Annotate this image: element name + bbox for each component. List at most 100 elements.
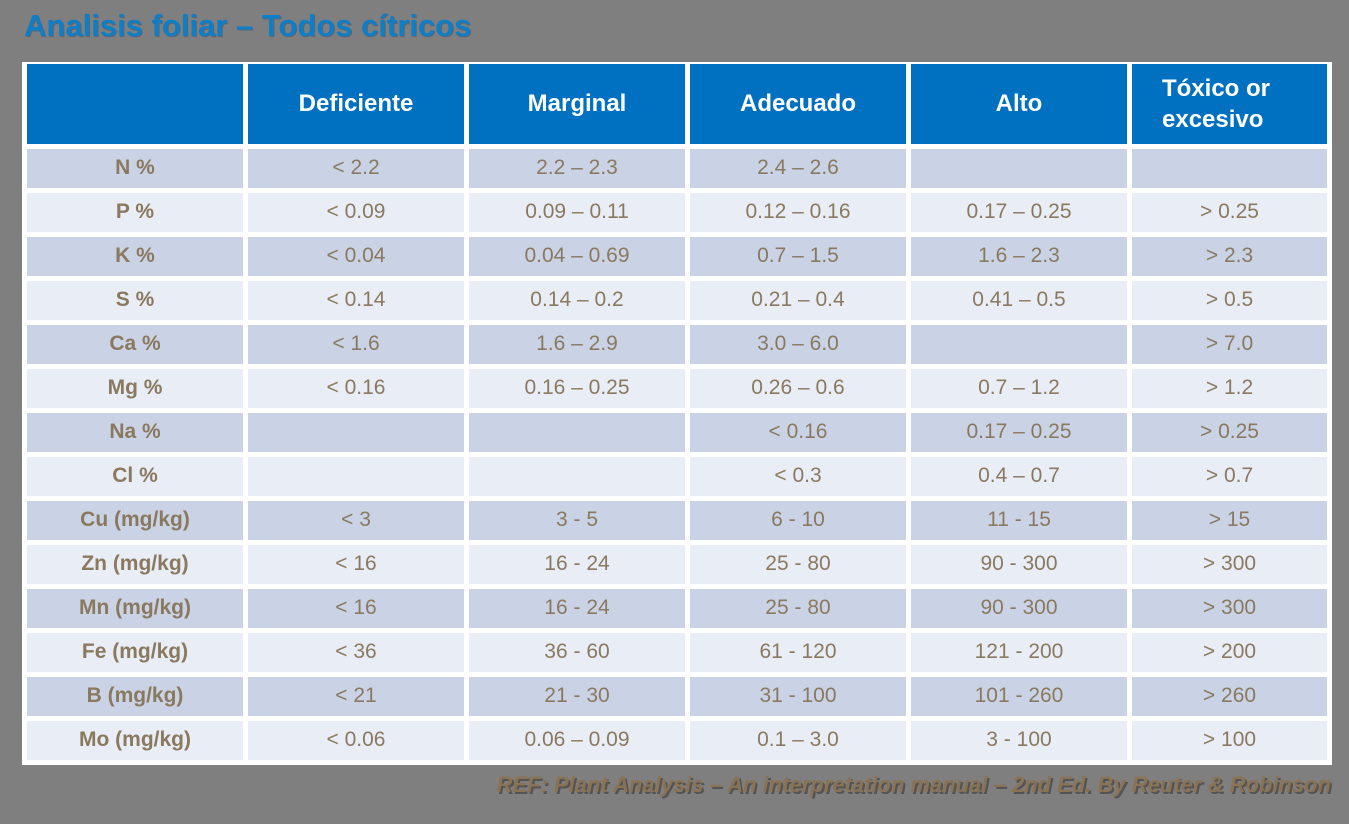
cell-toxico: > 15: [1127, 495, 1332, 545]
cell-marginal: 2.2 – 2.3: [464, 143, 690, 193]
cell-deficiente: [243, 451, 469, 501]
table-row: Na % < 0.16 0.17 – 0.25 > 0.25: [22, 407, 1332, 457]
cell-toxico: > 300: [1127, 583, 1332, 633]
cell-alto: 0.4 – 0.7: [906, 451, 1132, 501]
cell-adecuado: 6 - 10: [685, 495, 911, 545]
row-label: B (mg/kg): [22, 671, 248, 721]
cell-deficiente: < 0.09: [243, 187, 469, 237]
cell-deficiente: < 0.16: [243, 363, 469, 413]
cell-toxico: > 0.25: [1127, 407, 1332, 457]
cell-deficiente: < 0.04: [243, 231, 469, 281]
cell-adecuado: < 0.16: [685, 407, 911, 457]
table-row: Mo (mg/kg) < 0.06 0.06 – 0.09 0.1 – 3.0 …: [22, 715, 1332, 765]
row-label: S %: [22, 275, 248, 325]
corner-header-cell: [22, 62, 248, 149]
cell-marginal: 0.09 – 0.11: [464, 187, 690, 237]
row-label: Mn (mg/kg): [22, 583, 248, 633]
cell-marginal: 0.06 – 0.09: [464, 715, 690, 765]
cell-alto: 0.17 – 0.25: [906, 187, 1132, 237]
cell-adecuado: 0.12 – 0.16: [685, 187, 911, 237]
cell-deficiente: < 36: [243, 627, 469, 677]
cell-toxico: > 0.25: [1127, 187, 1332, 237]
cell-toxico: > 0.5: [1127, 275, 1332, 325]
cell-toxico: > 7.0: [1127, 319, 1332, 369]
cell-adecuado: 0.7 – 1.5: [685, 231, 911, 281]
table-row: Mn (mg/kg) < 16 16 - 24 25 - 80 90 - 300…: [22, 583, 1332, 633]
table-row: S % < 0.14 0.14 – 0.2 0.21 – 0.4 0.41 – …: [22, 275, 1332, 325]
cell-deficiente: < 2.2: [243, 143, 469, 193]
cell-marginal: 0.04 – 0.69: [464, 231, 690, 281]
cell-marginal: 16 - 24: [464, 539, 690, 589]
cell-marginal: 1.6 – 2.9: [464, 319, 690, 369]
page-title: Analisis foliar – Todos cítricos: [24, 8, 472, 43]
table-row: Mg % < 0.16 0.16 – 0.25 0.26 – 0.6 0.7 –…: [22, 363, 1332, 413]
cell-adecuado: 25 - 80: [685, 539, 911, 589]
table-row: Ca % < 1.6 1.6 – 2.9 3.0 – 6.0 > 7.0: [22, 319, 1332, 369]
cell-deficiente: < 1.6: [243, 319, 469, 369]
cell-alto: 1.6 – 2.3: [906, 231, 1132, 281]
cell-adecuado: 25 - 80: [685, 583, 911, 633]
table-row: Fe (mg/kg) < 36 36 - 60 61 - 120 121 - 2…: [22, 627, 1332, 677]
row-label: Na %: [22, 407, 248, 457]
cell-toxico: > 300: [1127, 539, 1332, 589]
cell-deficiente: < 16: [243, 583, 469, 633]
cell-alto: [906, 143, 1132, 193]
row-label: N %: [22, 143, 248, 193]
cell-alto: 3 - 100: [906, 715, 1132, 765]
cell-alto: 0.41 – 0.5: [906, 275, 1132, 325]
cell-adecuado: 3.0 – 6.0: [685, 319, 911, 369]
row-label: Fe (mg/kg): [22, 627, 248, 677]
row-label: Zn (mg/kg): [22, 539, 248, 589]
table-row: P % < 0.09 0.09 – 0.11 0.12 – 0.16 0.17 …: [22, 187, 1332, 237]
cell-adecuado: 61 - 120: [685, 627, 911, 677]
cell-marginal: 16 - 24: [464, 583, 690, 633]
table-row: Cl % < 0.3 0.4 – 0.7 > 0.7: [22, 451, 1332, 501]
table-row: Zn (mg/kg) < 16 16 - 24 25 - 80 90 - 300…: [22, 539, 1332, 589]
cell-adecuado: 0.21 – 0.4: [685, 275, 911, 325]
row-label: Cu (mg/kg): [22, 495, 248, 545]
cell-alto: [906, 319, 1132, 369]
cell-marginal: 0.14 – 0.2: [464, 275, 690, 325]
cell-alto: 0.7 – 1.2: [906, 363, 1132, 413]
cell-alto: 0.17 – 0.25: [906, 407, 1132, 457]
reference-note: REF: Plant Analysis – An interpretation …: [496, 772, 1332, 797]
cell-adecuado: < 0.3: [685, 451, 911, 501]
cell-marginal: 36 - 60: [464, 627, 690, 677]
header-row: Deficiente Marginal Adecuado Alto Tóxico…: [22, 62, 1332, 149]
foliar-analysis-table: Deficiente Marginal Adecuado Alto Tóxico…: [22, 62, 1332, 765]
cell-toxico: [1127, 143, 1332, 193]
column-header-adecuado: Adecuado: [685, 62, 911, 149]
cell-alto: 90 - 300: [906, 583, 1132, 633]
cell-toxico: > 100: [1127, 715, 1332, 765]
column-header-marginal: Marginal: [464, 62, 690, 149]
cell-adecuado: 31 - 100: [685, 671, 911, 721]
cell-deficiente: < 16: [243, 539, 469, 589]
cell-adecuado: 0.1 – 3.0: [685, 715, 911, 765]
cell-toxico: > 260: [1127, 671, 1332, 721]
column-header-deficiente: Deficiente: [243, 62, 469, 149]
row-label: Mo (mg/kg): [22, 715, 248, 765]
cell-alto: 121 - 200: [906, 627, 1132, 677]
table-header: Deficiente Marginal Adecuado Alto Tóxico…: [22, 62, 1332, 149]
cell-toxico: > 200: [1127, 627, 1332, 677]
column-header-alto: Alto: [906, 62, 1132, 149]
table-row: Cu (mg/kg) < 3 3 - 5 6 - 10 11 - 15 > 15: [22, 495, 1332, 545]
cell-marginal: 3 - 5: [464, 495, 690, 545]
cell-marginal: 21 - 30: [464, 671, 690, 721]
cell-deficiente: < 0.06: [243, 715, 469, 765]
cell-alto: 11 - 15: [906, 495, 1132, 545]
cell-toxico: > 1.2: [1127, 363, 1332, 413]
cell-adecuado: 0.26 – 0.6: [685, 363, 911, 413]
cell-marginal: [464, 407, 690, 457]
cell-deficiente: < 0.14: [243, 275, 469, 325]
row-label: Mg %: [22, 363, 248, 413]
column-header-toxico: Tóxico or excesivo: [1127, 62, 1332, 149]
table-row: B (mg/kg) < 21 21 - 30 31 - 100 101 - 26…: [22, 671, 1332, 721]
cell-marginal: [464, 451, 690, 501]
cell-deficiente: < 3: [243, 495, 469, 545]
row-label: K %: [22, 231, 248, 281]
table-row: N % < 2.2 2.2 – 2.3 2.4 – 2.6: [22, 143, 1332, 193]
table-body: N % < 2.2 2.2 – 2.3 2.4 – 2.6 P % < 0.09…: [22, 143, 1332, 765]
row-label: Ca %: [22, 319, 248, 369]
